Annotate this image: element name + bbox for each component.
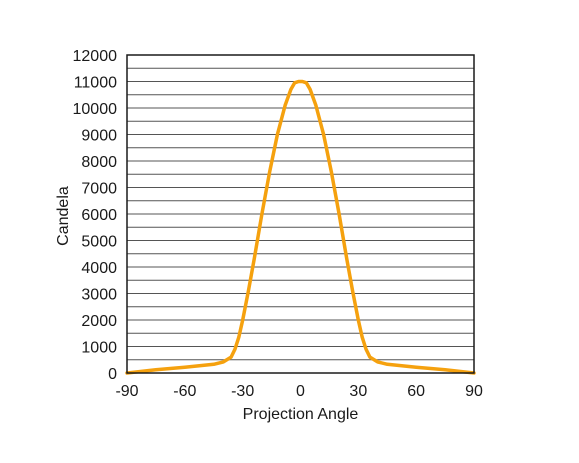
y-tick-label: 2000: [81, 313, 117, 330]
y-tick-label: 4000: [81, 260, 117, 277]
series-line: [125, 79, 476, 375]
series-layer: [125, 79, 476, 375]
y-tick-label: 6000: [81, 207, 117, 224]
y-tick-label: 10000: [73, 101, 118, 118]
y-axis-label: Candela: [55, 186, 72, 246]
plot-frame: [126, 54, 475, 374]
y-tick-label: 1000: [81, 340, 117, 357]
x-tick-label: 90: [465, 383, 483, 400]
y-tick-label: 8000: [81, 154, 117, 171]
y-tick-labels: 0 1000 2000 3000 4000 5000 6000 7000 8000 9000 100…: [73, 48, 118, 383]
x-tick-label: 60: [407, 383, 425, 400]
x-tick-label: -30: [231, 383, 254, 400]
y-tick-label: 5000: [81, 234, 117, 251]
x-tick-labels: -90 -60 -30 0 30 60 90: [115, 383, 483, 400]
y-tick-label: 11000: [74, 75, 117, 92]
x-axis-label: Projection Angle: [243, 406, 359, 423]
y-tick-label: 0: [108, 366, 117, 383]
y-tick-label: 9000: [81, 128, 117, 145]
x-tick-label: -60: [173, 383, 196, 400]
x-tick-label: -90: [115, 383, 138, 400]
y-tick-label: 3000: [81, 287, 117, 304]
grid-lines: [127, 67, 474, 361]
x-tick-label: 30: [349, 383, 367, 400]
x-tick-label: 0: [296, 383, 305, 400]
y-tick-label: 12000: [73, 48, 118, 65]
y-tick-label: 7000: [81, 181, 117, 198]
